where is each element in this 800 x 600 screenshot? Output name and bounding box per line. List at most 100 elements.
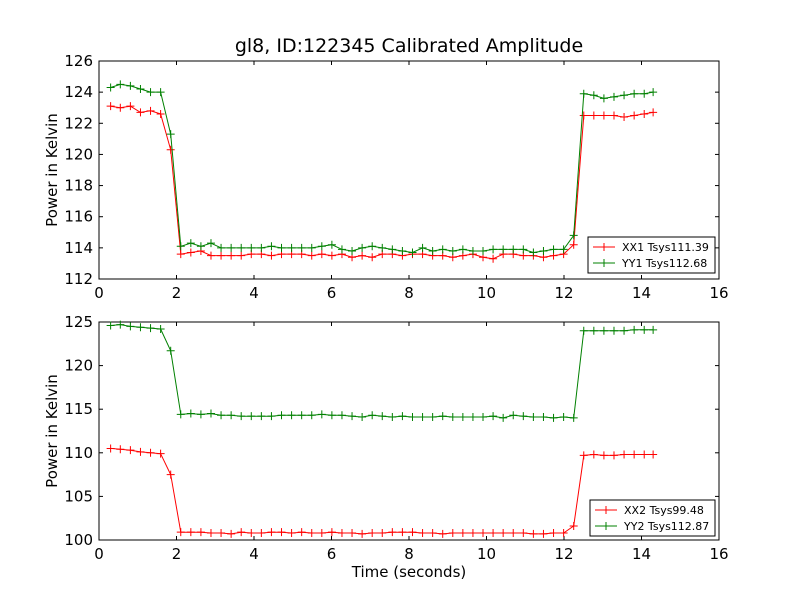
legend-marker (602, 506, 610, 514)
x-tick-label: 4 (249, 545, 259, 563)
data-point-marker (579, 451, 588, 460)
data-point-marker (418, 413, 427, 422)
data-point-marker (166, 145, 175, 154)
legend-label: XX2 Tsys99.48 (624, 504, 704, 517)
data-point-marker (237, 243, 246, 252)
y-tick-label: 118 (64, 177, 93, 195)
data-point-marker (217, 411, 226, 420)
data-point-marker (529, 529, 538, 538)
data-point-marker (589, 450, 598, 459)
legend-label: YY1 Tsys112.68 (621, 257, 707, 270)
data-point-marker (317, 410, 326, 419)
data-point-marker (549, 245, 558, 254)
legend: XX2 Tsys99.48 YY2 Tsys112.87 (589, 499, 716, 537)
data-point-marker (640, 450, 649, 459)
series-xx2 (106, 444, 658, 538)
data-point-marker (448, 413, 457, 422)
data-point-marker (479, 529, 488, 538)
data-point-marker (630, 450, 639, 459)
data-point-marker (217, 251, 226, 260)
data-point-marker (217, 529, 226, 538)
data-point-marker (116, 320, 125, 329)
data-point-marker (227, 243, 236, 252)
data-point-marker (559, 245, 568, 254)
data-point-marker (136, 108, 145, 117)
data-point-marker (277, 411, 286, 420)
data-point-marker (327, 411, 336, 420)
data-point-marker (640, 89, 649, 98)
data-point-marker (468, 413, 477, 422)
data-point-marker (227, 251, 236, 260)
data-point-marker (186, 409, 195, 418)
data-point-marker (599, 111, 608, 120)
chart-title: gl8, ID:122345 Calibrated Amplitude (235, 35, 583, 57)
data-point-marker (569, 240, 578, 249)
data-point-marker (398, 246, 407, 255)
data-point-marker (458, 413, 467, 422)
data-point-marker (348, 412, 357, 421)
data-point-marker (106, 444, 115, 453)
x-tick-label: 2 (172, 284, 182, 302)
data-point-marker (378, 243, 387, 252)
data-point-marker (176, 250, 185, 259)
data-point-marker (479, 246, 488, 255)
data-point-marker (418, 243, 427, 252)
y-tick-label: 115 (64, 400, 93, 418)
data-point-marker (398, 412, 407, 421)
data-point-marker (398, 528, 407, 537)
data-point-marker (620, 113, 629, 122)
data-point-marker (307, 243, 316, 252)
x-tick-label: 10 (477, 545, 496, 563)
data-point-marker (126, 446, 135, 455)
data-point-marker (388, 413, 397, 422)
data-point-marker (257, 529, 266, 538)
y-tick-label: 110 (64, 444, 93, 462)
data-point-marker (549, 413, 558, 422)
data-point-marker (539, 413, 548, 422)
data-point-marker (649, 108, 658, 117)
data-point-marker (176, 410, 185, 419)
data-point-marker (589, 111, 598, 120)
data-point-marker (126, 81, 135, 90)
x-axis-label: Time (seconds) (351, 563, 467, 581)
data-point-marker (267, 412, 276, 421)
data-point-marker (337, 245, 346, 254)
data-point-marker (589, 91, 598, 100)
x-tick-label: 6 (327, 284, 337, 302)
data-point-marker (630, 325, 639, 334)
data-point-marker (327, 240, 336, 249)
data-point-marker (499, 245, 508, 254)
x-tick-label: 8 (404, 545, 414, 563)
x-tick-label: 12 (554, 545, 573, 563)
data-point-marker (589, 326, 598, 335)
data-point-marker (136, 85, 145, 94)
data-point-marker (408, 528, 417, 537)
data-point-marker (348, 529, 357, 538)
data-point-marker (156, 88, 165, 97)
data-point-marker (348, 246, 357, 255)
data-point-marker (408, 248, 417, 257)
data-point-marker (630, 89, 639, 98)
legend-marker (600, 259, 608, 267)
y-axis-label: Power in Kelvin (43, 113, 61, 227)
data-point-marker (126, 102, 135, 111)
data-point-marker (186, 248, 195, 257)
data-point-marker (438, 245, 447, 254)
data-point-marker (448, 246, 457, 255)
data-point-marker (499, 413, 508, 422)
data-point-marker (257, 243, 266, 252)
x-tick-label: 6 (327, 545, 337, 563)
y-tick-label: 100 (64, 531, 93, 549)
data-point-marker (206, 251, 215, 260)
y-tick-label: 124 (64, 83, 93, 101)
data-point-marker (307, 529, 316, 538)
data-point-marker (579, 89, 588, 98)
data-point-marker (609, 451, 618, 460)
data-point-marker (509, 411, 518, 420)
data-point-marker (206, 529, 215, 538)
data-point-marker (438, 529, 447, 538)
data-point-marker (368, 411, 377, 420)
data-point-marker (539, 529, 548, 538)
data-point-marker (206, 239, 215, 248)
data-point-marker (428, 529, 437, 538)
